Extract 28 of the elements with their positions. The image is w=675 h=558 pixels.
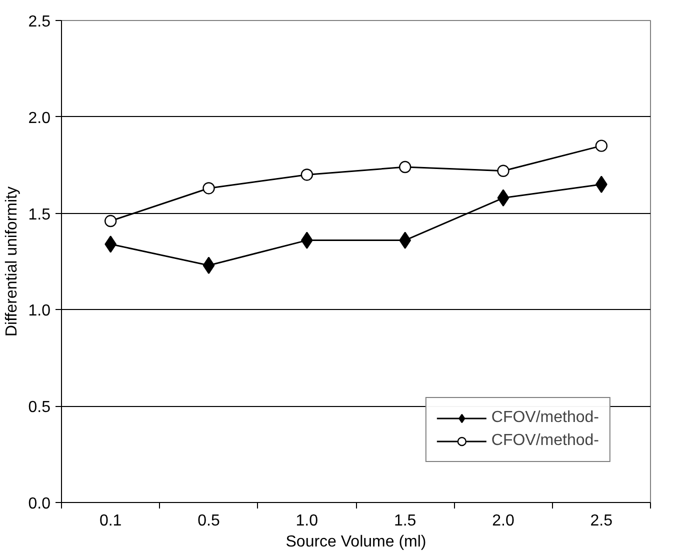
point: [202, 182, 215, 194]
point: [104, 214, 117, 228]
x-tick-label: 1.5: [394, 512, 416, 530]
point: [398, 160, 412, 174]
x-tick-label: 0.1: [99, 512, 122, 530]
point: [497, 189, 510, 206]
y-tick-label: 0.0: [28, 496, 51, 512]
point: [104, 236, 117, 253]
y-tick-label: 1.0: [28, 302, 51, 320]
y-tick-label: 0.5: [28, 399, 51, 416]
x-tick-label: 2.5: [590, 512, 613, 530]
x-axis-title: Source Volume (ml): [286, 534, 426, 550]
point: [300, 232, 313, 249]
point: [202, 256, 215, 274]
y-tick-label: 2.5: [28, 14, 51, 30]
point: [497, 164, 510, 177]
y-tick-label: 2.0: [28, 110, 51, 127]
legend-label: CFOV/method-: [491, 432, 599, 450]
y-axis-title: Differential uniformity: [3, 186, 20, 336]
point: [300, 168, 314, 181]
legend-label: CFOV/method-: [491, 409, 599, 427]
point: [595, 176, 608, 193]
point: [595, 140, 608, 152]
point: [399, 232, 412, 249]
x-tick-label: 1.0: [296, 512, 318, 530]
x-tick-label: 2.0: [492, 512, 514, 530]
x-tick-label: 0.5: [198, 512, 220, 530]
y-tick-label: 1.5: [28, 206, 51, 224]
